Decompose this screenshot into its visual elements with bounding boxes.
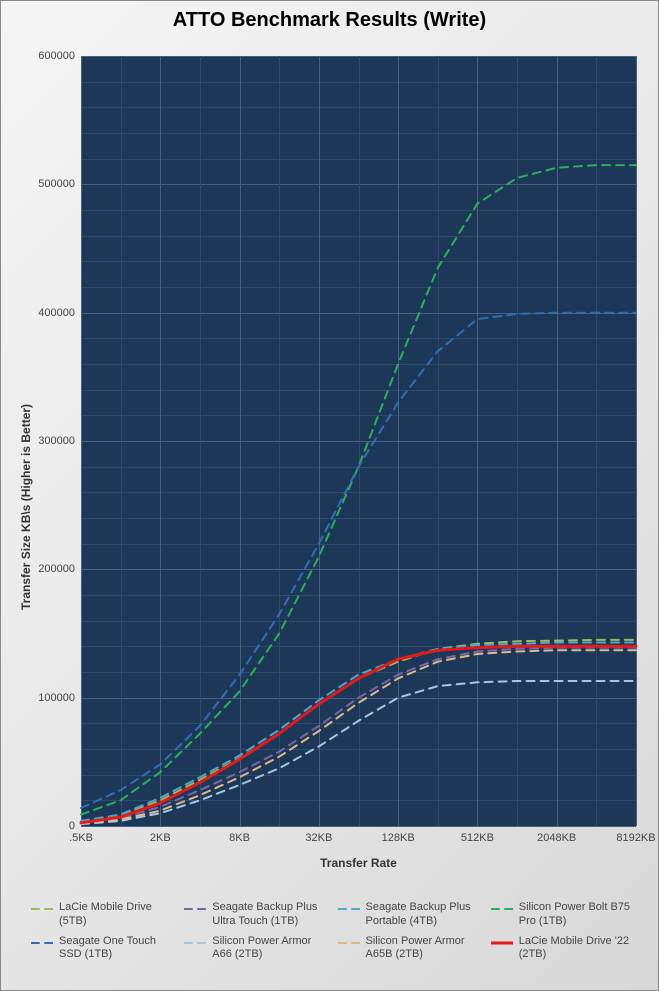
series-line xyxy=(81,643,636,821)
series-line xyxy=(81,648,636,824)
y-tick-label: 300000 xyxy=(1,435,75,447)
y-tick-label: 0 xyxy=(1,820,75,832)
series-line xyxy=(81,313,636,808)
legend-swatch xyxy=(184,938,206,948)
x-tick-label: 2KB xyxy=(150,832,171,844)
legend-item: Seagate Backup Plus Ultra Touch (1TB) xyxy=(184,901,329,929)
x-tick-labels: .5KB2KB8KB32KB128KB512KB2048KB8192KB xyxy=(81,832,636,852)
x-tick-label: 2048KB xyxy=(537,832,576,844)
x-tick-label: 8192KB xyxy=(616,832,655,844)
legend-label: LaCie Mobile Drive '22 (2TB) xyxy=(519,935,636,963)
y-axis-title: Transfer Size KB\s (Higher is Better) xyxy=(19,404,33,610)
legend-swatch xyxy=(31,904,53,914)
y-tick-label: 400000 xyxy=(1,307,75,319)
chart-title: ATTO Benchmark Results (Write) xyxy=(1,1,658,32)
plot-area xyxy=(81,56,636,826)
x-tick-label: 128KB xyxy=(382,832,415,844)
legend-item: Silicon Power Bolt B75 Pro (1TB) xyxy=(491,901,636,929)
y-tick-label: 200000 xyxy=(1,563,75,575)
legend-swatch xyxy=(184,904,206,914)
y-tick-label: 600000 xyxy=(1,50,75,62)
legend-label: Silicon Power Armor A66 (2TB) xyxy=(212,935,329,963)
x-axis-title: Transfer Rate xyxy=(81,856,636,870)
x-tick-label: 8KB xyxy=(229,832,250,844)
legend-swatch xyxy=(491,904,513,914)
series-line xyxy=(81,165,636,814)
y-tick-labels: 0100000200000300000400000500000600000 xyxy=(1,56,75,826)
legend: LaCie Mobile Drive (5TB) Seagate Backup P… xyxy=(31,901,636,962)
legend-item: LaCie Mobile Drive '22 (2TB) xyxy=(491,935,636,963)
x-tick-label: 512KB xyxy=(461,832,494,844)
legend-label: Seagate One Touch SSD (1TB) xyxy=(59,935,176,963)
legend-label: Seagate Backup Plus Portable (4TB) xyxy=(366,901,483,929)
legend-label: Silicon Power Bolt B75 Pro (1TB) xyxy=(519,901,636,929)
legend-item: Silicon Power Armor A66 (2TB) xyxy=(184,935,329,963)
y-tick-label: 100000 xyxy=(1,692,75,704)
x-tick-label: .5KB xyxy=(69,832,93,844)
legend-label: LaCie Mobile Drive (5TB) xyxy=(59,901,176,929)
legend-item: LaCie Mobile Drive (5TB) xyxy=(31,901,176,929)
legend-item: Seagate Backup Plus Portable (4TB) xyxy=(338,901,483,929)
legend-item: Silicon Power Armor A65B (2TB) xyxy=(338,935,483,963)
legend-swatch xyxy=(338,904,360,914)
legend-label: Seagate Backup Plus Ultra Touch (1TB) xyxy=(212,901,329,929)
y-tick-label: 500000 xyxy=(1,178,75,190)
series-lines xyxy=(81,56,636,826)
legend-item: Seagate One Touch SSD (1TB) xyxy=(31,935,176,963)
x-tick-label: 32KB xyxy=(305,832,332,844)
legend-swatch xyxy=(31,938,53,948)
legend-swatch xyxy=(491,938,513,948)
legend-label: Silicon Power Armor A65B (2TB) xyxy=(366,935,483,963)
legend-swatch xyxy=(338,938,360,948)
